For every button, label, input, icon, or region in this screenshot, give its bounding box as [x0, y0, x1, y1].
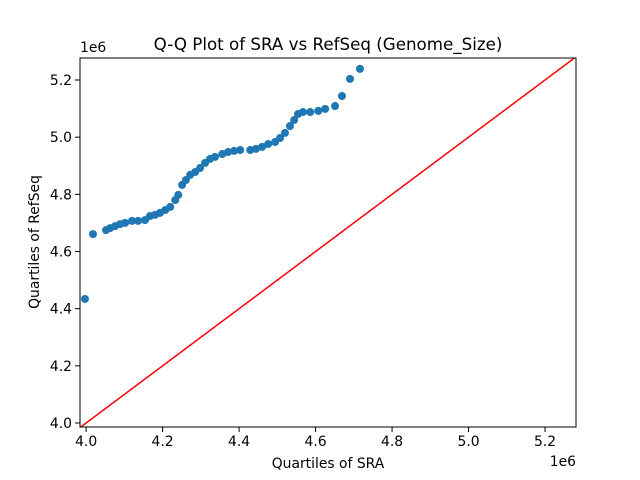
- point: [276, 134, 285, 143]
- x-tick-label: 4.4: [228, 434, 250, 450]
- x-tick-label: 5.2: [534, 434, 556, 450]
- point: [230, 146, 239, 155]
- point: [174, 190, 183, 199]
- point: [306, 108, 315, 117]
- point: [128, 216, 137, 225]
- x-tick-label: 4.8: [381, 434, 403, 450]
- point: [121, 218, 130, 227]
- point: [166, 202, 175, 211]
- chart-title: Q-Q Plot of SRA vs RefSeq (Genome_Size): [154, 34, 503, 55]
- point: [298, 108, 307, 117]
- point: [337, 92, 346, 101]
- y-tick-label: 4.2: [50, 359, 72, 375]
- y-tick-label: 4.8: [50, 187, 72, 203]
- x-tick-label: 4.0: [75, 434, 97, 450]
- point: [280, 128, 289, 137]
- point: [223, 148, 232, 157]
- point: [331, 102, 340, 111]
- point: [80, 294, 89, 303]
- point: [251, 144, 260, 153]
- x-tick-label: 5.0: [457, 434, 479, 450]
- point: [290, 116, 299, 125]
- y-offset-label: 1e6: [80, 40, 106, 56]
- point: [196, 164, 205, 173]
- x-axis-label: Quartiles of SRA: [272, 456, 385, 472]
- point: [285, 122, 294, 131]
- point: [258, 142, 267, 151]
- point: [236, 146, 245, 155]
- point: [134, 216, 143, 225]
- y-tick-label: 4.4: [50, 302, 72, 318]
- point: [89, 230, 98, 239]
- y-tick-label: 4.0: [50, 416, 72, 432]
- point: [314, 106, 323, 115]
- point: [264, 140, 273, 149]
- point: [355, 64, 364, 73]
- y-tick-label: 5.2: [50, 73, 72, 89]
- y-tick-label: 4.6: [50, 245, 72, 261]
- x-offset-label: 1e6: [550, 454, 576, 470]
- x-tick-label: 4.2: [152, 434, 174, 450]
- reference-line: [80, 58, 576, 427]
- point: [210, 152, 219, 161]
- point: [345, 74, 354, 83]
- plot-frame: [79, 57, 577, 428]
- x-tick-label: 4.6: [305, 434, 327, 450]
- point: [321, 104, 330, 113]
- y-axis-label: Quartiles of RefSeq: [27, 175, 43, 309]
- y-tick-label: 5.0: [50, 130, 72, 146]
